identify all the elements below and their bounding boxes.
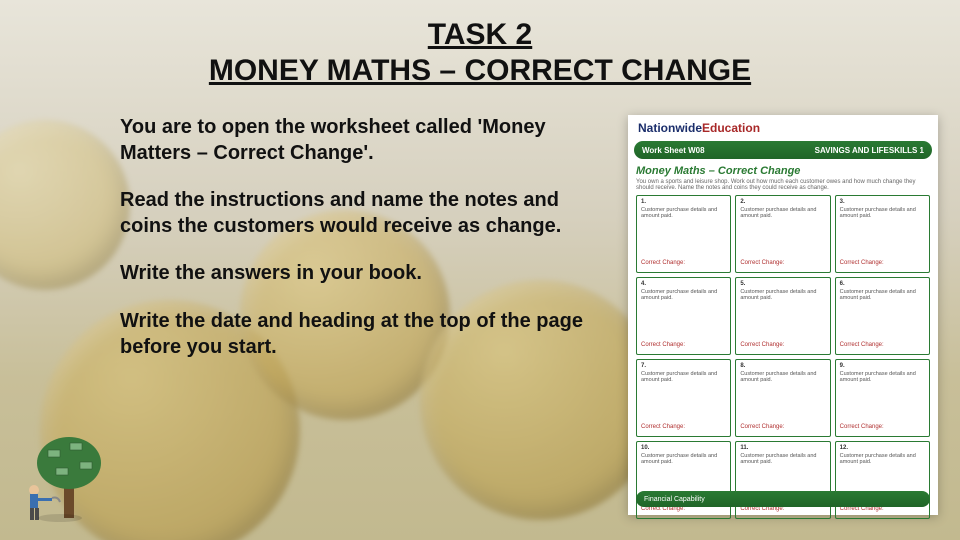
worksheet-cell: 4. Customer purchase details and amount p… xyxy=(636,277,731,355)
worksheet-cell-cc-label: Correct Change: xyxy=(740,424,784,430)
worksheet-cell-number: 8. xyxy=(740,363,825,369)
paragraph-2: Read the instructions and name the notes… xyxy=(120,188,590,239)
worksheet-cell-text: Customer purchase details and amount pai… xyxy=(840,289,925,301)
worksheet-bar-right: SAVINGS AND LIFESKILLS 1 xyxy=(815,146,924,155)
worksheet-grid: 1. Customer purchase details and amount p… xyxy=(636,195,930,519)
worksheet-cell-number: 1. xyxy=(641,199,726,205)
worksheet-cell-text: Customer purchase details and amount pai… xyxy=(740,289,825,301)
worksheet-cell-number: 5. xyxy=(740,281,825,287)
worksheet-footer-label: Financial Capability xyxy=(644,496,705,503)
worksheet-thumbnail: NationwideEducation Work Sheet W08 SAVIN… xyxy=(628,115,938,515)
worksheet-cell: 3. Customer purchase details and amount p… xyxy=(835,195,930,273)
worksheet-cell-number: 4. xyxy=(641,281,726,287)
bg-coin xyxy=(0,120,130,290)
worksheet-cell-cc-label: Correct Change: xyxy=(840,424,884,430)
worksheet-brand: NationwideEducation xyxy=(628,115,938,137)
worksheet-cell: 11. Customer purchase details and amount … xyxy=(735,441,830,519)
worksheet-header-bar: Work Sheet W08 SAVINGS AND LIFESKILLS 1 xyxy=(634,141,932,159)
worksheet-cell-cc-label: Correct Change: xyxy=(840,260,884,266)
worksheet-cell: 2. Customer purchase details and amount p… xyxy=(735,195,830,273)
brand-prefix: Nationwide xyxy=(638,121,702,135)
worksheet-cell-text: Customer purchase details and amount pai… xyxy=(840,207,925,219)
worksheet-cell-text: Customer purchase details and amount pai… xyxy=(740,371,825,383)
worksheet-cell-number: 6. xyxy=(840,281,925,287)
worksheet-cell: 9. Customer purchase details and amount p… xyxy=(835,359,930,437)
paragraph-1: You are to open the worksheet called 'Mo… xyxy=(120,115,590,166)
worksheet-cell-number: 2. xyxy=(740,199,825,205)
worksheet-cell-number: 7. xyxy=(641,363,726,369)
worksheet-footer: Financial Capability xyxy=(636,491,930,507)
worksheet-cell-number: 9. xyxy=(840,363,925,369)
worksheet-cell-cc-label: Correct Change: xyxy=(641,260,685,266)
worksheet-title: Money Maths – Correct Change xyxy=(636,165,930,177)
paragraph-4: Write the date and heading at the top of… xyxy=(120,309,590,360)
worksheet-cell-cc-label: Correct Change: xyxy=(641,342,685,348)
slide-title: TASK 2 MONEY MATHS – CORRECT CHANGE xyxy=(0,18,960,88)
body-text: You are to open the worksheet called 'Mo… xyxy=(120,115,590,382)
worksheet-cell-number: 11. xyxy=(740,445,825,451)
worksheet-cell-text: Customer purchase details and amount pai… xyxy=(840,371,925,383)
worksheet-cell-number: 10. xyxy=(641,445,726,451)
worksheet-cell-text: Customer purchase details and amount pai… xyxy=(740,453,825,465)
worksheet-cell-text: Customer purchase details and amount pai… xyxy=(641,371,726,383)
worksheet-cell: 12. Customer purchase details and amount … xyxy=(835,441,930,519)
worksheet-cell-number: 3. xyxy=(840,199,925,205)
worksheet-cell: 1. Customer purchase details and amount p… xyxy=(636,195,731,273)
money-tree-icon xyxy=(20,428,130,528)
worksheet-cell-cc-label: Correct Change: xyxy=(641,424,685,430)
worksheet-cell: 5. Customer purchase details and amount p… xyxy=(735,277,830,355)
worksheet-cell-cc-label: Correct Change: xyxy=(840,342,884,348)
worksheet-cell-cc-label: Correct Change: xyxy=(740,260,784,266)
title-line1: TASK 2 xyxy=(0,18,960,52)
worksheet-cell: 7. Customer purchase details and amount p… xyxy=(636,359,731,437)
worksheet-subtitle: You own a sports and leisure shop. Work … xyxy=(636,179,930,191)
worksheet-cell-text: Customer purchase details and amount pai… xyxy=(641,453,726,465)
worksheet-cell: 8. Customer purchase details and amount p… xyxy=(735,359,830,437)
worksheet-cell-number: 12. xyxy=(840,445,925,451)
worksheet-cell-text: Customer purchase details and amount pai… xyxy=(641,289,726,301)
worksheet-cell-text: Customer purchase details and amount pai… xyxy=(740,207,825,219)
paragraph-3: Write the answers in your book. xyxy=(120,261,590,287)
worksheet-cell-text: Customer purchase details and amount pai… xyxy=(641,207,726,219)
worksheet-bar-left: Work Sheet W08 xyxy=(642,146,705,155)
worksheet-cell: 6. Customer purchase details and amount p… xyxy=(835,277,930,355)
worksheet-cell-cc-label: Correct Change: xyxy=(740,342,784,348)
worksheet-cell-text: Customer purchase details and amount pai… xyxy=(840,453,925,465)
worksheet-cell: 10. Customer purchase details and amount … xyxy=(636,441,731,519)
title-line2: MONEY MATHS – CORRECT CHANGE xyxy=(0,54,960,88)
slide: TASK 2 MONEY MATHS – CORRECT CHANGE You … xyxy=(0,0,960,540)
brand-suffix: Education xyxy=(702,121,760,135)
